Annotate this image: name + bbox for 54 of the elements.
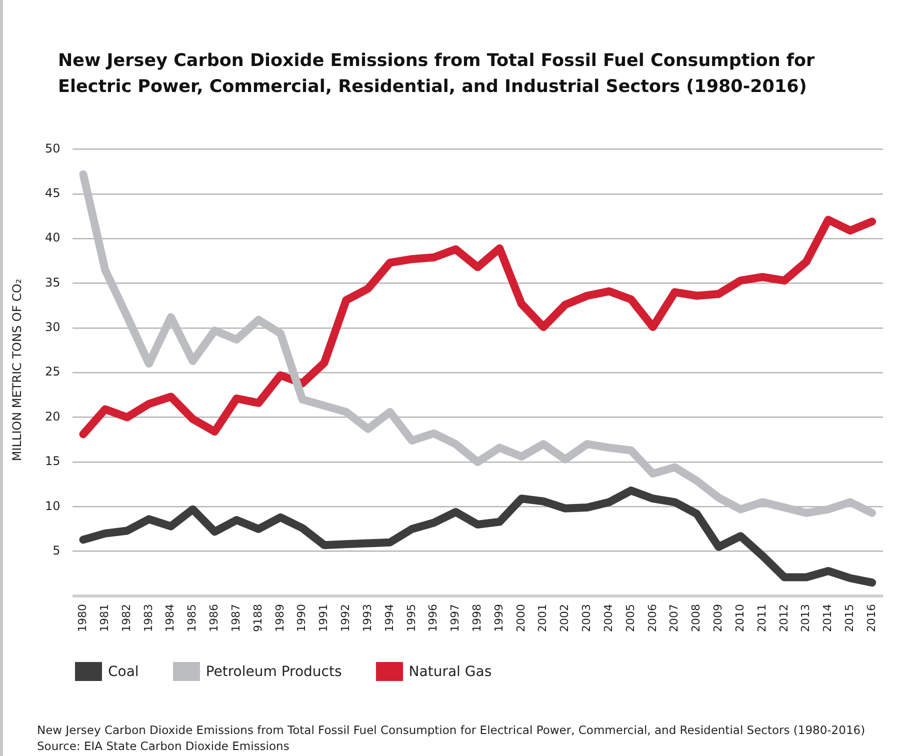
x-tick-label: 2006	[646, 604, 659, 632]
x-tick-label: 2005	[624, 604, 637, 632]
x-tick-label: 2002	[558, 604, 572, 632]
y-tick-label: 25	[44, 364, 60, 379]
y-tick-label: 45	[44, 186, 60, 200]
x-tick-label: 1998	[470, 604, 484, 632]
legend-label: Coal	[108, 664, 139, 680]
x-tick-label: 1997	[448, 604, 462, 632]
x-tick-label: 2012	[777, 604, 790, 632]
x-tick-label: 2007	[668, 604, 681, 632]
chart-title: New Jersey Carbon Dioxide Emissions from Total Fossil Fuel Consumption for Electric Power, Commercial, Residential, and Industrial Sectors (1980-2016)	[58, 50, 816, 99]
x-tick-label: 9188	[251, 604, 264, 632]
source-note: Source: EIA State Carbon Dioxide Emissions	[37, 738, 290, 754]
x-tick-label: 2016	[864, 604, 878, 632]
y-tick-label: 20	[44, 409, 60, 424]
y-tick-label: 5	[52, 543, 60, 558]
x-tick-label: 1986	[208, 604, 221, 632]
x-tick-label: 2010	[733, 604, 746, 632]
x-tick-label: 2001	[536, 604, 550, 632]
y-tick-label: 40	[44, 230, 60, 245]
x-tick-label: 2014	[821, 604, 834, 632]
x-tick-label: 2000	[514, 604, 528, 632]
x-tick-label: 2003	[580, 604, 594, 632]
x-tick-label: 1999	[492, 604, 506, 632]
x-tick-label: 1980	[76, 604, 90, 632]
y-tick-label: 10	[44, 498, 60, 513]
x-tick-label: 1991	[317, 604, 330, 632]
x-tick-label: 2013	[799, 604, 812, 632]
y-tick-label: 50	[44, 141, 60, 156]
x-tick-label: 1995	[404, 604, 418, 632]
y-axis-title: MILLION METRIC TONS OF CO₂	[10, 278, 24, 462]
x-tick-label: 1982	[120, 604, 133, 632]
x-tick-label: 1985	[186, 604, 199, 632]
x-tick-label: 1987	[229, 604, 242, 632]
y-tick-label: 15	[44, 454, 60, 468]
x-tick-label: 1983	[142, 604, 155, 632]
text: New Jersey Carbon Dioxide Emissions from Total Fossil Fuel Consumption for Electrical Power, Commercial, and Residential Sectors (1980-2016)	[37, 722, 866, 738]
y-tick-label: 35	[44, 275, 60, 290]
x-tick-label: 2009	[712, 604, 725, 632]
legend-label: Natural Gas	[408, 664, 492, 680]
legend-label: Petroleum Products	[206, 664, 342, 680]
x-tick-label: 1990	[295, 604, 308, 632]
x-tick-label: 1981	[98, 604, 111, 632]
y-tick-label: 30	[44, 320, 60, 334]
x-tick-label: 1989	[273, 604, 286, 632]
x-tick-label: 2008	[690, 604, 703, 632]
x-tick-label: 1992	[339, 604, 352, 632]
x-tick-label: 1984	[164, 604, 177, 632]
x-tick-label: 1993	[360, 604, 374, 632]
x-tick-label: 1996	[426, 604, 440, 632]
x-tick-label: 2015	[842, 604, 856, 632]
x-tick-label: 1994	[382, 604, 396, 632]
x-tick-label: 2011	[755, 604, 768, 632]
x-tick-label: 2004	[602, 604, 615, 632]
